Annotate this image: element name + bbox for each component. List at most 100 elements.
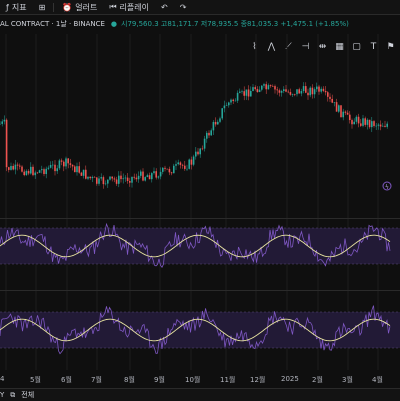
drawing-tools: ⌇ ⋀ ⟋ ⊣ ⇹ ▦ ▢ T ⚑ [249,42,396,53]
candle-body [197,151,199,155]
status-dot-icon: ● [110,20,118,28]
candle-body [1,121,3,124]
candle-body [153,171,155,174]
grid-tool-icon[interactable]: ▦ [335,42,344,52]
candle-body [102,177,105,185]
time-axis-label: 10월 [185,376,201,384]
candle-body [63,161,65,167]
candle-body [258,89,261,93]
zigzag-icon[interactable]: ⋀ [267,42,276,52]
candle-body [41,169,43,171]
candle-body [353,121,355,125]
candle-body [203,138,206,149]
candle-body [0,123,1,125]
time-axis-label: 11월 [220,376,236,384]
signal-1-line [0,234,391,258]
candle-body [32,166,34,176]
candle-body [368,119,371,128]
undo-icon: ↶ [160,2,168,12]
indicators-icon: ƒ [6,2,9,12]
candle-body [87,176,89,179]
redo-button[interactable]: ↷ [174,3,193,12]
wave-pattern-icon[interactable]: ⌇ [252,42,257,52]
candle-body [294,94,296,95]
candle-body [291,94,294,95]
candle-body [384,125,386,127]
candle-body [261,85,263,90]
layout-button[interactable]: ⊞ [33,3,52,12]
replay-label: 리플레이 [119,2,149,12]
time-axis-label: 4월 [372,376,383,384]
candle-body [36,172,39,174]
candle-body [311,87,314,95]
candle-body [228,102,230,106]
candle-body [140,171,142,176]
replay-button[interactable]: ⏮ 리플레이 [103,2,155,13]
undo-button[interactable]: ↶ [155,3,174,12]
candle-body [151,173,153,180]
candle-body [298,89,300,94]
candle-body [190,159,193,165]
candle-body [210,130,212,136]
measure-icon[interactable]: ⊣ [301,42,310,52]
candle-body [80,172,83,176]
range-all-button[interactable]: 전체 [21,391,35,399]
text-tool-icon[interactable]: T [370,42,377,52]
indicator-pane-1-divider [0,218,400,219]
candle-body [54,164,56,172]
lightning-icon[interactable] [382,181,392,191]
candle-body [96,177,98,184]
candle-body [30,166,32,174]
ohlc-low: 저78,935.5 [200,20,239,28]
candle-body [27,170,30,174]
price-chart[interactable]: ϟ [0,0,400,372]
candle-body [137,175,140,180]
candle-body [379,124,382,127]
candle-body [60,160,63,162]
candle-body [142,171,144,181]
calendar-icon[interactable]: ⧉ [10,390,16,399]
time-axis-label: 12월 [250,376,266,384]
candle-body [274,86,276,90]
range-y-button[interactable]: Y [0,391,5,399]
candle-body [386,123,388,127]
ohlc-change: +1,475.1 (+1.85%) [280,20,349,28]
candle-body [113,178,116,180]
candle-body [157,176,160,178]
ohlc-high: 고81,171.7 [160,20,199,28]
redo-icon: ↷ [179,2,187,12]
candle-body [327,92,329,97]
range-icon[interactable]: ⇹ [318,42,327,52]
candle-body [16,164,19,166]
candle-body [360,123,362,126]
symbol-title[interactable]: AL CONTRACT · 1날 · BINANCE [0,20,105,28]
replay-icon: ⏮ [109,2,117,11]
time-axis[interactable]: 4 5월 6월 7월 8월 9월 10월 11월 12월 2025 2월 3월 4월 [0,372,400,386]
candle-body [188,159,190,169]
candle-body [89,176,91,179]
toolbar-divider [53,2,55,12]
flag-icon[interactable]: ⚑ [386,42,395,52]
candle-body [107,179,109,184]
ohlc-close: 종81,035.3 [240,20,279,28]
candle-body [313,89,316,95]
forecast-icon[interactable]: ⟋ [285,42,292,52]
candle-body [296,89,298,95]
candle-body [382,125,384,127]
candle-body [49,165,52,168]
candle-body [278,90,281,93]
indicators-button[interactable]: ƒ 지표 [0,2,33,13]
rectangle-icon[interactable]: ▢ [352,42,361,52]
candle-body [8,167,10,170]
candle-body [217,121,219,125]
candle-body [254,87,256,90]
candle-body [355,116,358,122]
alerts-button[interactable]: ⏰ 얼러트 [56,2,103,13]
candle-body [366,119,369,125]
grid-icon: ⊞ [38,2,46,12]
candle-body [133,176,135,178]
candle-body [23,171,25,176]
candle-body [177,162,179,165]
candle-body [38,170,41,173]
candle-body [85,169,87,179]
